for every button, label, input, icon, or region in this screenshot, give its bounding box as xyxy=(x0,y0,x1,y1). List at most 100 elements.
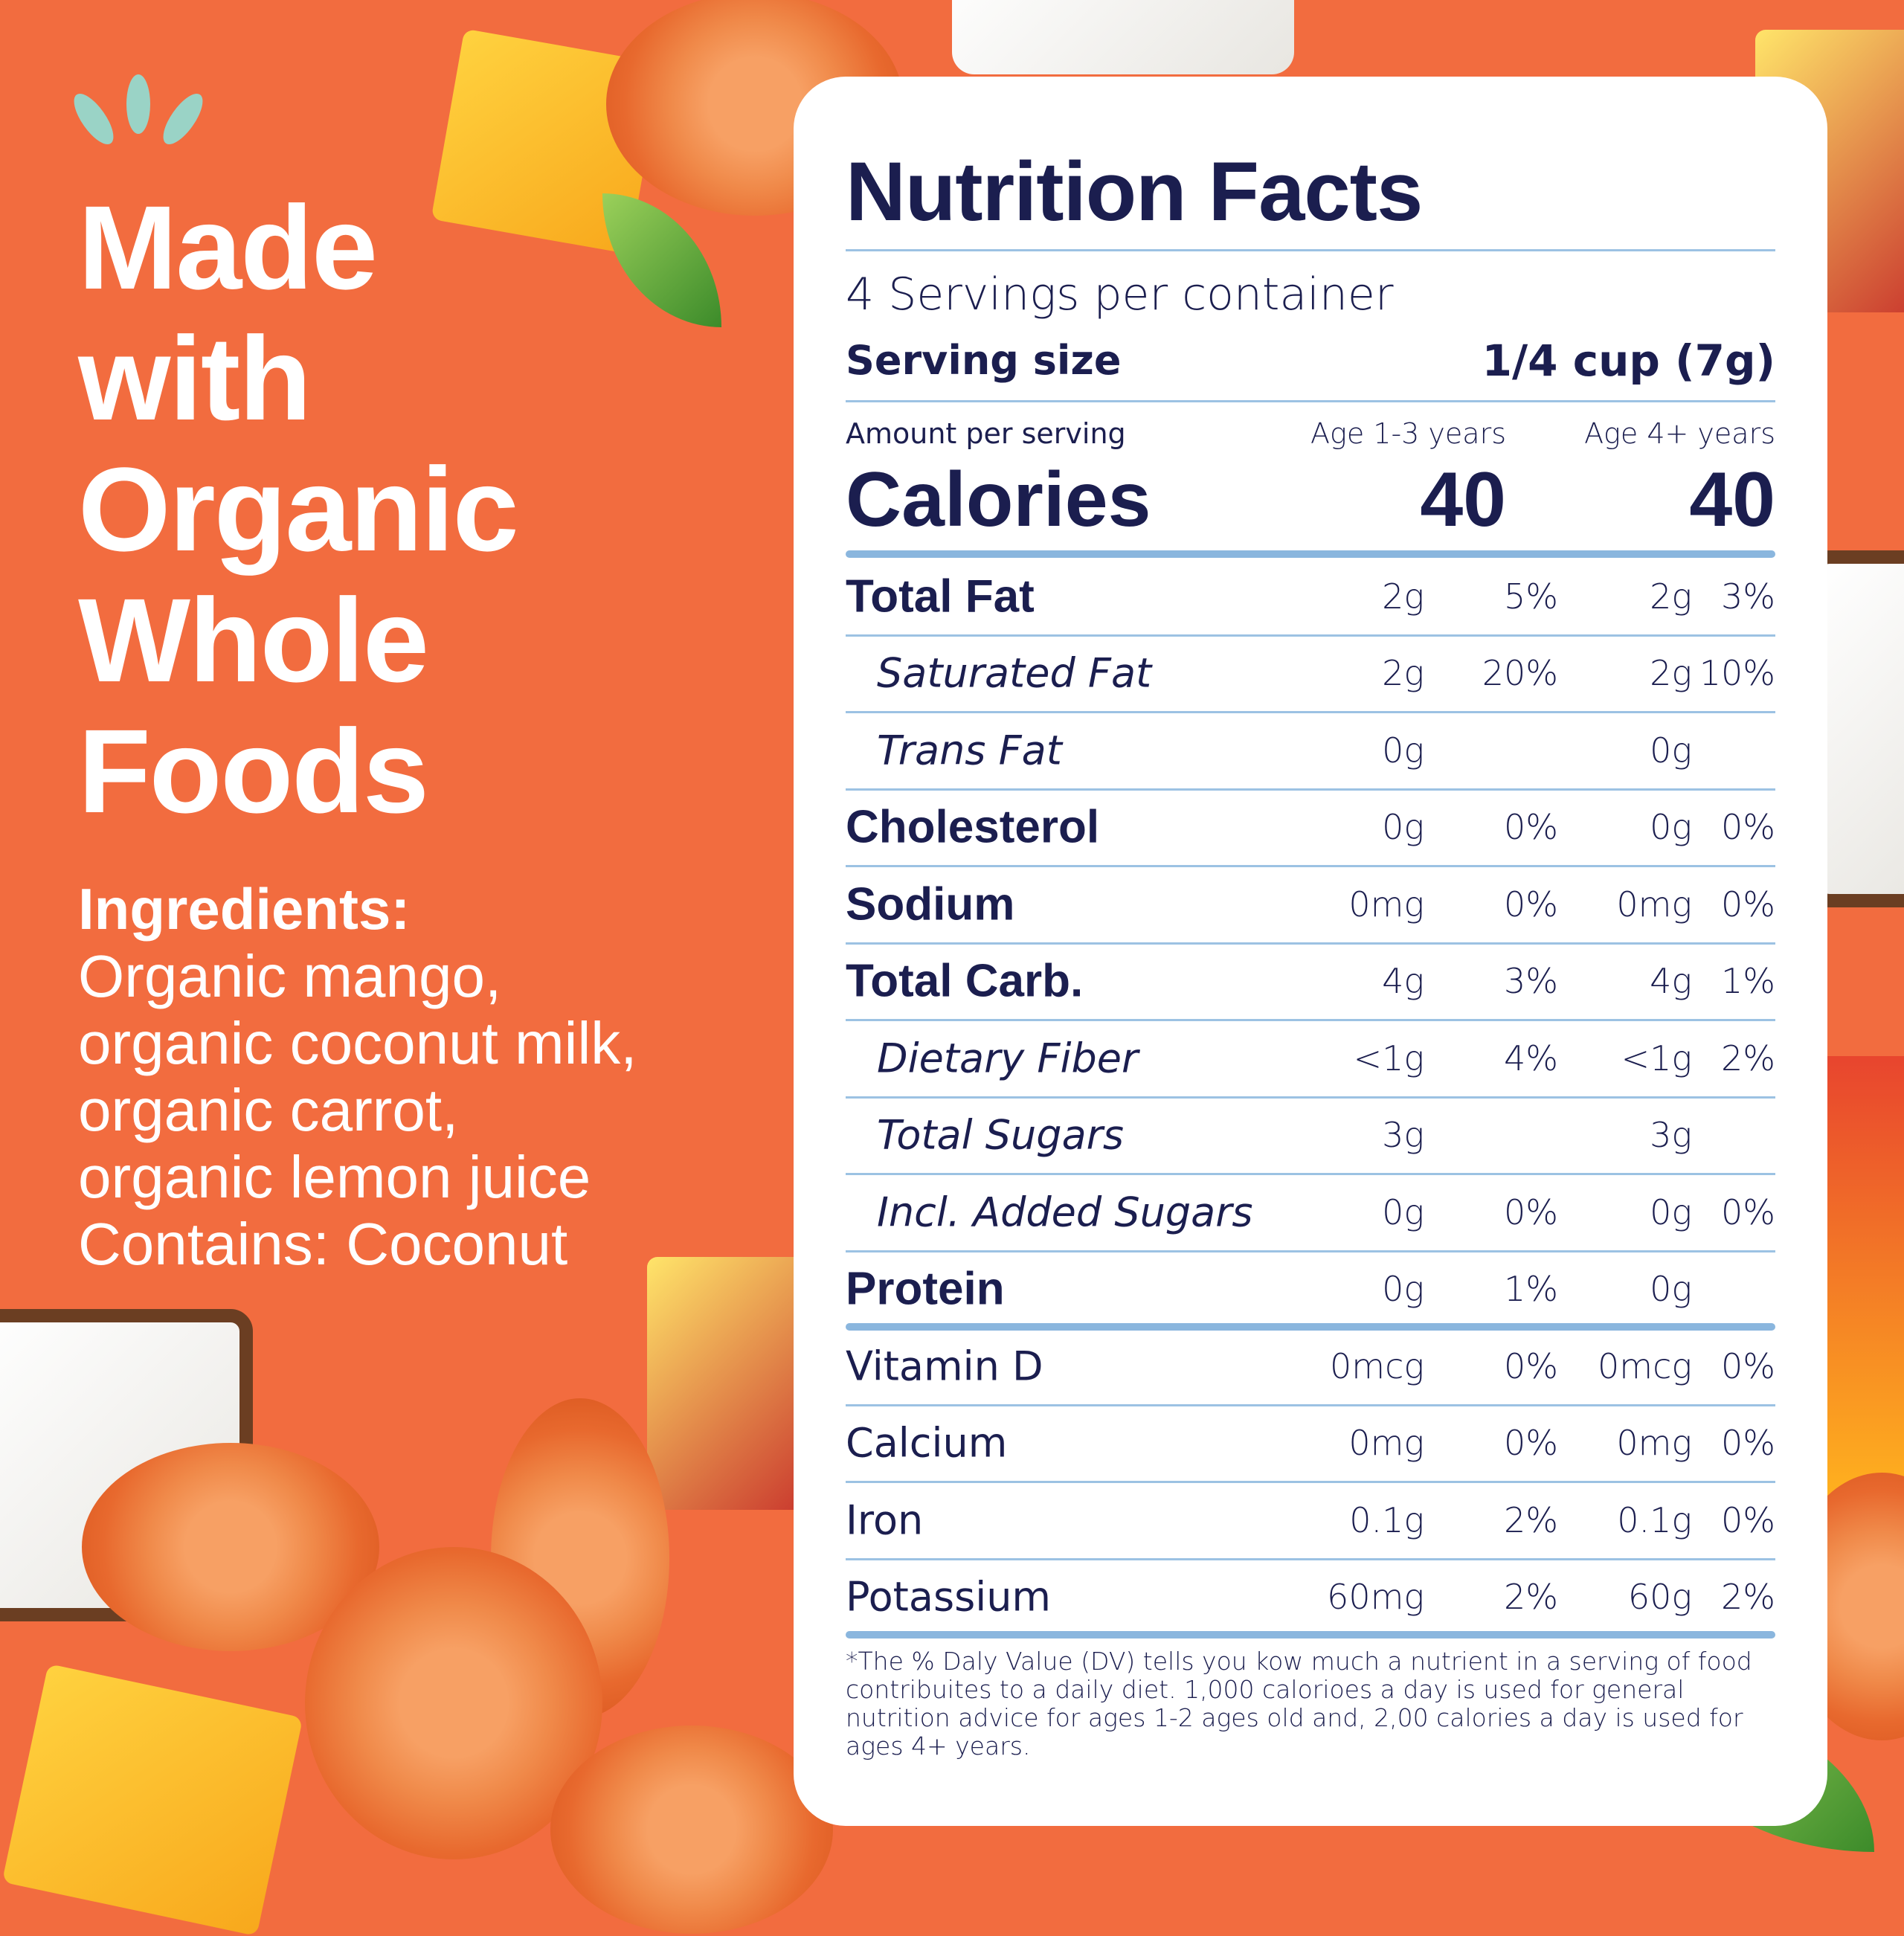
servings-per-container: 4 Servings per container xyxy=(846,268,1394,321)
marketing-panel: Made with Organic Whole Foods Ingredient… xyxy=(78,182,637,1278)
amount-age-1-3: 2g xyxy=(1382,576,1424,617)
headline-line: with xyxy=(78,312,312,445)
logo-sprout-icon xyxy=(66,88,121,150)
dv-age-4: 1% xyxy=(1721,961,1775,1001)
dv-age-1-3: 20% xyxy=(1482,653,1558,693)
amount-age-4: 0mg xyxy=(1616,884,1692,924)
amount-age-4: 0g xyxy=(1650,1269,1692,1309)
divider xyxy=(846,711,1775,713)
nutrient-name: Dietary Fiber xyxy=(877,1035,1139,1081)
allergen-line: Contains: Coconut xyxy=(78,1211,568,1277)
nutrient-row: Saturated Fat 2g 20% 2g 10% xyxy=(846,635,1775,712)
divider xyxy=(846,788,1775,791)
amount-age-1-3: <1g xyxy=(1353,1038,1424,1078)
divider xyxy=(846,865,1775,867)
nutrient-name: Total Carb. xyxy=(846,955,1084,1007)
nutrient-row: Vitamin D 0mcg 0% 0mcg 0% xyxy=(846,1328,1775,1404)
divider xyxy=(846,1481,1775,1483)
dv-age-4: 0% xyxy=(1721,1423,1775,1463)
divider xyxy=(846,1250,1775,1252)
calories-label: Calories xyxy=(846,457,1151,543)
dv-age-1-3: 0% xyxy=(1504,807,1558,847)
column-header-age-4: Age 4+ years xyxy=(1584,417,1775,450)
calories-age-1-3: 40 xyxy=(1420,457,1506,543)
nutrition-title: Nutrition Facts xyxy=(846,145,1423,238)
dv-age-4: 10% xyxy=(1699,653,1775,693)
coconut-image xyxy=(952,0,1294,74)
nutrient-row: Sodium 0mg 0% 0mg 0% xyxy=(846,866,1775,942)
amount-age-1-3: 60mg xyxy=(1327,1577,1424,1617)
nutrient-row: Calcium 0mg 0% 0mg 0% xyxy=(846,1405,1775,1482)
headline-line: Foods xyxy=(78,704,429,837)
ingredients-title: Ingredients: xyxy=(78,876,411,942)
amount-age-1-3: 0.1g xyxy=(1349,1499,1424,1540)
dv-age-4: 3% xyxy=(1721,576,1775,617)
nutrient-name: Cholesterol xyxy=(846,801,1100,853)
mango-cube-image xyxy=(1,1663,303,1936)
headline-line: Organic xyxy=(78,443,519,576)
ingredient-line: Organic mango, xyxy=(78,943,502,1009)
amount-age-1-3: 0g xyxy=(1382,1269,1424,1309)
amount-age-1-3: 0mg xyxy=(1348,1423,1424,1463)
nutrient-name: Iron xyxy=(846,1496,924,1543)
nutrient-row: Total Carb. 4g 3% 4g 1% xyxy=(846,943,1775,1020)
nutrient-name: Sodium xyxy=(846,878,1015,930)
nutrient-name: Total Fat xyxy=(846,570,1035,622)
dv-age-1-3: 2% xyxy=(1504,1577,1558,1617)
logo-sprout-icon xyxy=(155,88,210,150)
column-header-age-1-3: Age 1-3 years xyxy=(1310,417,1506,450)
thick-divider xyxy=(846,550,1775,558)
logo-sprout-icon xyxy=(126,74,150,134)
thick-divider xyxy=(846,1631,1775,1638)
nutrient-row: Incl. Added Sugars 0g 0% 0g 0% xyxy=(846,1174,1775,1250)
dv-age-1-3: 0% xyxy=(1504,884,1558,924)
amount-age-1-3: 3g xyxy=(1382,1115,1424,1155)
headline: Made with Organic Whole Foods xyxy=(78,182,637,837)
nutrient-row: Dietary Fiber <1g 4% <1g 2% xyxy=(846,1020,1775,1096)
nutrient-row: Total Sugars 3g 3g xyxy=(846,1097,1775,1174)
serving-size-label: Serving size xyxy=(846,337,1122,384)
nutrient-row: Total Fat 2g 5% 2g 3% xyxy=(846,558,1775,634)
amount-age-4: 4g xyxy=(1650,961,1692,1001)
amount-age-4: 0.1g xyxy=(1617,1499,1692,1540)
nutrition-facts-card: Nutrition Facts 4 Servings per container… xyxy=(794,77,1827,1826)
dv-age-4: 0% xyxy=(1721,1499,1775,1540)
amount-age-1-3: 0mcg xyxy=(1330,1345,1424,1386)
nutrient-row: Cholesterol 0g 0% 0g 0% xyxy=(846,789,1775,866)
amount-age-4: 2g xyxy=(1650,576,1692,617)
amount-per-serving: Amount per serving xyxy=(846,417,1126,450)
amount-age-4: 60g xyxy=(1627,1577,1692,1617)
serving-size-value: 1/4 cup (7g) xyxy=(1482,335,1775,386)
dv-age-1-3: 0% xyxy=(1504,1191,1558,1232)
nutrient-name: Vitamin D xyxy=(846,1342,1043,1389)
ingredient-line: organic lemon juice xyxy=(78,1144,591,1210)
divider xyxy=(846,1096,1775,1099)
daily-value-footnote: *The % Daly Value (DV) tells you kow muc… xyxy=(846,1647,1752,1760)
nutrient-name: Saturated Fat xyxy=(877,649,1152,697)
dv-age-1-3: 1% xyxy=(1504,1269,1558,1309)
dv-age-4: 2% xyxy=(1721,1038,1775,1078)
dv-age-4: 2% xyxy=(1721,1577,1775,1617)
dv-age-4: 0% xyxy=(1721,884,1775,924)
amount-age-1-3: 4g xyxy=(1382,961,1424,1001)
amount-age-4: 0mcg xyxy=(1598,1345,1692,1386)
nutrient-row: Potassium 60mg 2% 60g 2% xyxy=(846,1559,1775,1636)
amount-age-4: 0g xyxy=(1650,807,1692,847)
divider xyxy=(846,400,1775,402)
dv-age-4: 0% xyxy=(1721,1345,1775,1386)
amount-age-1-3: 0g xyxy=(1382,730,1424,771)
dv-age-1-3: 3% xyxy=(1504,961,1558,1001)
mango-cube-image xyxy=(647,1257,818,1510)
dv-age-1-3: 2% xyxy=(1504,1499,1558,1540)
nutrient-name: Protein xyxy=(846,1263,1005,1315)
divider xyxy=(846,1403,1775,1406)
amount-age-4: <1g xyxy=(1621,1038,1692,1078)
amount-age-1-3: 0g xyxy=(1382,1191,1424,1232)
amount-age-1-3: 0mg xyxy=(1348,884,1424,924)
divider xyxy=(846,249,1775,251)
headline-line: Made xyxy=(78,181,378,314)
amount-age-4: 3g xyxy=(1650,1115,1692,1155)
ingredients-list: Organic mango, organic coconut milk, org… xyxy=(78,943,637,1278)
nutrient-name: Trans Fat xyxy=(877,727,1062,774)
divider xyxy=(846,1173,1775,1175)
